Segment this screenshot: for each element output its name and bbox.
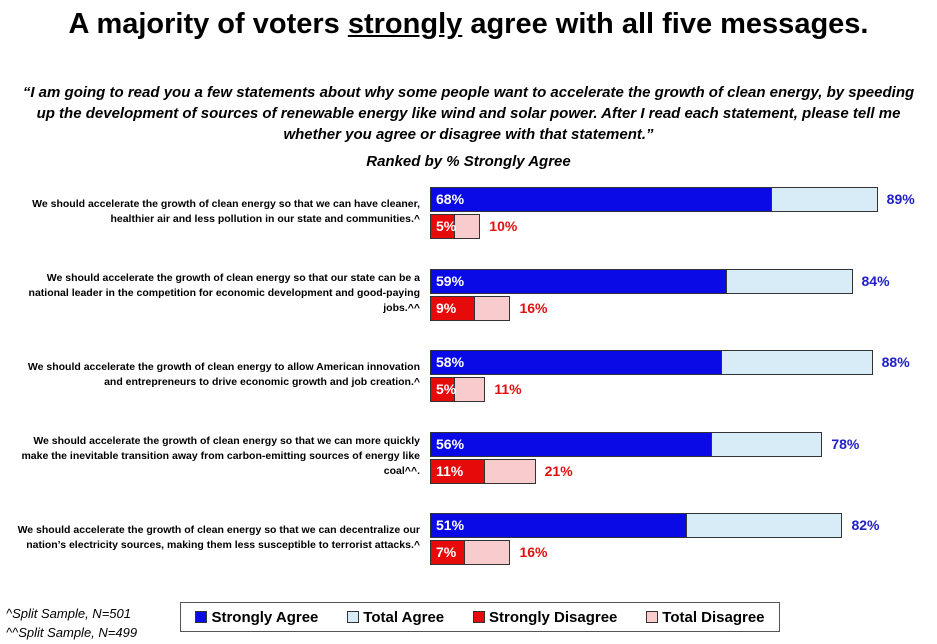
strong-bar [430,295,476,321]
strong-label: 68% [436,191,465,207]
total-label: 88% [881,354,910,370]
title-part: agree with all five messages. [470,8,869,40]
category-label: We should accelerate the growth of clean… [28,272,420,314]
strong-bar [430,377,456,402]
strong-label: 5% [436,381,457,397]
strong-label: 58% [436,354,465,370]
footnote: ^^Split Sample, N=499 [6,625,138,640]
legend-label: Strongly Agree [211,608,319,626]
legend-key [347,610,360,623]
chart-title: A majority of voters strongly agree with… [0,8,937,41]
strong-label: 9% [436,299,457,316]
category-label: We should accelerate the growth of clean… [21,435,420,477]
legend-item: Strongly Disagree [473,609,617,626]
total-label: 82% [851,517,880,533]
legend-item: Total Disagree [646,608,765,626]
strong-bar [430,431,712,457]
strong-label: 59% [436,272,465,289]
total-label: 11% [494,381,522,397]
legend-label: Total Disagree [662,608,765,626]
legend-label: Strongly Disagree [489,608,618,626]
legend-key [195,610,208,623]
total-label: 16% [519,299,548,316]
strong-label: 5% [436,218,457,234]
strong-bar [430,540,466,565]
legend-label: Total Agree [363,608,445,626]
strong-label: 7% [436,544,457,560]
total-label: 78% [831,435,860,452]
legend-key [646,610,659,623]
total-label: 21% [544,462,573,479]
total-label: 10% [489,218,518,234]
strong-bar [430,214,456,239]
category-label: We should accelerate the growth of clean… [27,361,420,388]
strong-label: 56% [436,435,465,452]
category-label: We should accelerate the growth of clean… [32,198,420,225]
strong-bar [430,458,486,484]
ranking-note: Ranked by % Strongly Agree [366,153,571,170]
footnote: ^Split Sample, N=501 [6,606,131,621]
strong-label: 51% [436,517,465,533]
category-label: We should accelerate the growth of clean… [17,524,420,551]
total-label: 84% [861,272,890,289]
title-emphasis: strongly [347,8,463,40]
strong-bar [430,268,727,294]
strong-label: 11% [436,462,464,479]
title-part: A majority of voters [68,8,340,40]
legend-key [473,610,486,623]
subtitle: “I am going to read you a few statements… [22,84,915,143]
legend: Strongly Agree Total Agree Strongly Disagr… [180,602,780,632]
total-label: 16% [519,544,548,560]
legend-item: Total Agree [347,609,444,626]
strong-bar [430,350,722,375]
strong-bar [430,187,773,212]
strong-bar [430,513,687,538]
legend-item: Strongly Agree [195,609,318,626]
total-label: 89% [886,191,915,207]
